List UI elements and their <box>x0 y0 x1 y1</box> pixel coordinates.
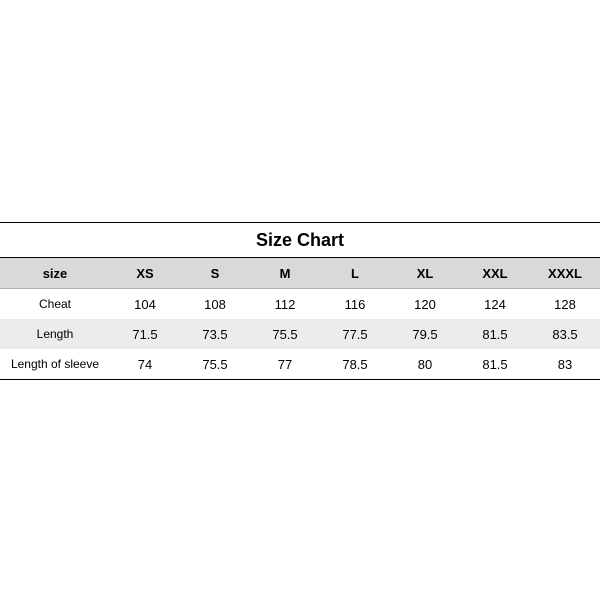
header-col: XXL <box>460 258 530 289</box>
header-col: XL <box>390 258 460 289</box>
cell: 83.5 <box>530 319 600 349</box>
cell: 80 <box>390 349 460 380</box>
header-label-cell: size <box>0 258 110 289</box>
table-title: Size Chart <box>0 223 600 258</box>
page: { "size_chart": { "type": "table", "titl… <box>0 0 600 600</box>
title-row: Size Chart <box>0 223 600 258</box>
row-label: Cheat <box>0 289 110 320</box>
row-label: Length of sleeve <box>0 349 110 380</box>
cell: 108 <box>180 289 250 320</box>
row-label: Length <box>0 319 110 349</box>
size-chart-container: Size Chart size XS S M L XL XXL XXXL Che… <box>0 222 600 380</box>
cell: 81.5 <box>460 319 530 349</box>
cell: 73.5 <box>180 319 250 349</box>
header-col: M <box>250 258 320 289</box>
cell: 104 <box>110 289 180 320</box>
cell: 75.5 <box>180 349 250 380</box>
cell: 79.5 <box>390 319 460 349</box>
cell: 112 <box>250 289 320 320</box>
cell: 81.5 <box>460 349 530 380</box>
cell: 77 <box>250 349 320 380</box>
cell: 74 <box>110 349 180 380</box>
table-row: Cheat 104 108 112 116 120 124 128 <box>0 289 600 320</box>
table-row: Length 71.5 73.5 75.5 77.5 79.5 81.5 83.… <box>0 319 600 349</box>
table-row: Length of sleeve 74 75.5 77 78.5 80 81.5… <box>0 349 600 380</box>
header-col: L <box>320 258 390 289</box>
header-col: S <box>180 258 250 289</box>
size-chart-table: Size Chart size XS S M L XL XXL XXXL Che… <box>0 222 600 380</box>
cell: 75.5 <box>250 319 320 349</box>
cell: 128 <box>530 289 600 320</box>
header-col: XS <box>110 258 180 289</box>
header-col: XXXL <box>530 258 600 289</box>
cell: 83 <box>530 349 600 380</box>
cell: 78.5 <box>320 349 390 380</box>
cell: 77.5 <box>320 319 390 349</box>
header-row: size XS S M L XL XXL XXXL <box>0 258 600 289</box>
cell: 71.5 <box>110 319 180 349</box>
cell: 124 <box>460 289 530 320</box>
bottom-rule <box>0 380 600 381</box>
cell: 120 <box>390 289 460 320</box>
cell: 116 <box>320 289 390 320</box>
